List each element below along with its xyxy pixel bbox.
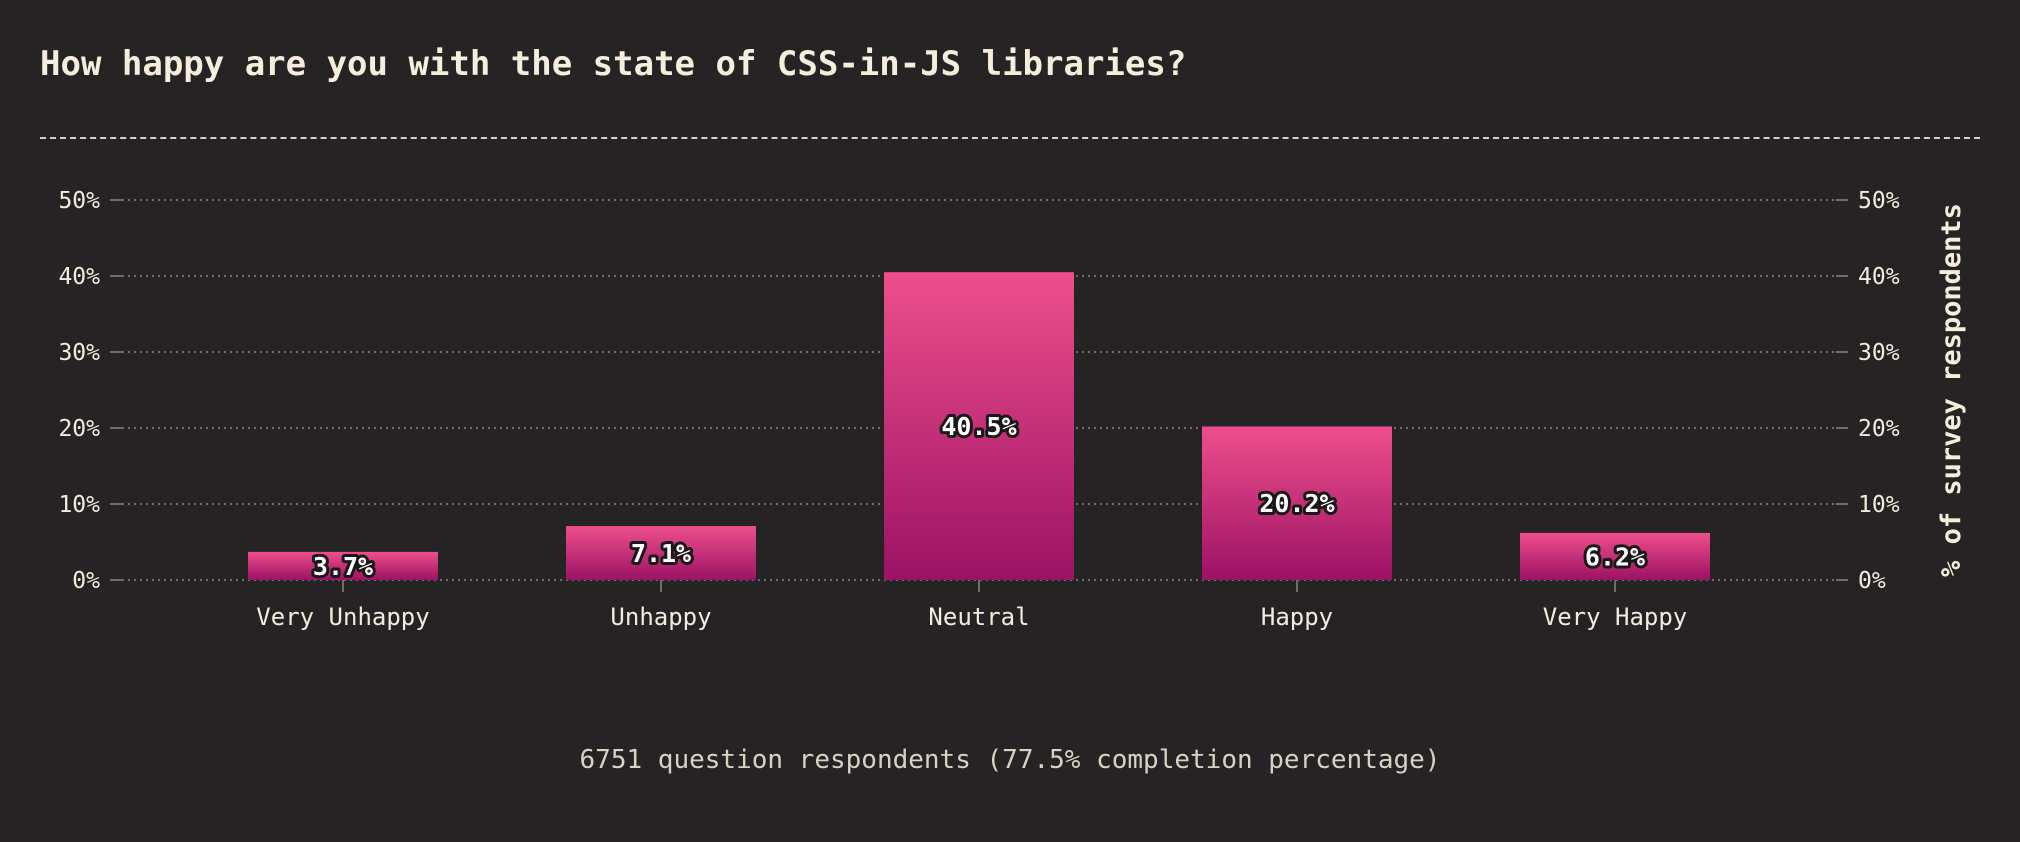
bar-value-label: 3.7% xyxy=(313,552,373,581)
y-tick-label-right: 20% xyxy=(1858,416,1900,442)
respondents-note: 6751 question respondents (77.5% complet… xyxy=(579,745,1441,775)
y-tick-label-left: 40% xyxy=(58,264,100,290)
chart-title: How happy are you with the state of CSS-… xyxy=(40,44,1187,84)
bars xyxy=(248,272,1710,580)
y-tick-label-right: 40% xyxy=(1858,264,1900,290)
y-tick-label-right: 0% xyxy=(1858,568,1886,594)
bar xyxy=(884,272,1074,580)
bar xyxy=(248,551,438,580)
y-tick-label-right: 50% xyxy=(1858,188,1900,214)
bar xyxy=(1520,532,1710,580)
y-tick-label-left: 20% xyxy=(58,416,100,442)
bar xyxy=(566,526,756,580)
bar-value-label: 7.1% xyxy=(631,539,691,568)
bar xyxy=(1202,426,1392,580)
labels: 0% 0% 10% 10% 20% 20% 30% 30% 40% 40% 50% 50% Very U… xyxy=(58,188,1899,631)
y-tick-label-right: 10% xyxy=(1858,492,1900,518)
y-axis-title: % of survey respondents xyxy=(1936,203,1967,577)
x-tick-label: Unhappy xyxy=(610,603,711,631)
x-tick-label: Very Unhappy xyxy=(256,603,429,631)
y-tick-label-left: 30% xyxy=(58,340,100,366)
y-tick-label-left: 10% xyxy=(58,492,100,518)
bar-value-label: 40.5% xyxy=(941,412,1016,441)
y-tick-label-left: 0% xyxy=(72,568,100,594)
title-divider xyxy=(40,137,1980,139)
x-tick-label: Neutral xyxy=(928,603,1029,631)
y-tick-label-left: 50% xyxy=(58,188,100,214)
y-tick-label-right: 30% xyxy=(1858,340,1900,366)
bar-value-label: 20.2% xyxy=(1259,489,1334,518)
bar-value-label: 6.2% xyxy=(1585,542,1645,571)
x-tick-label: Very Happy xyxy=(1543,603,1688,631)
x-tick-label: Happy xyxy=(1261,603,1333,631)
